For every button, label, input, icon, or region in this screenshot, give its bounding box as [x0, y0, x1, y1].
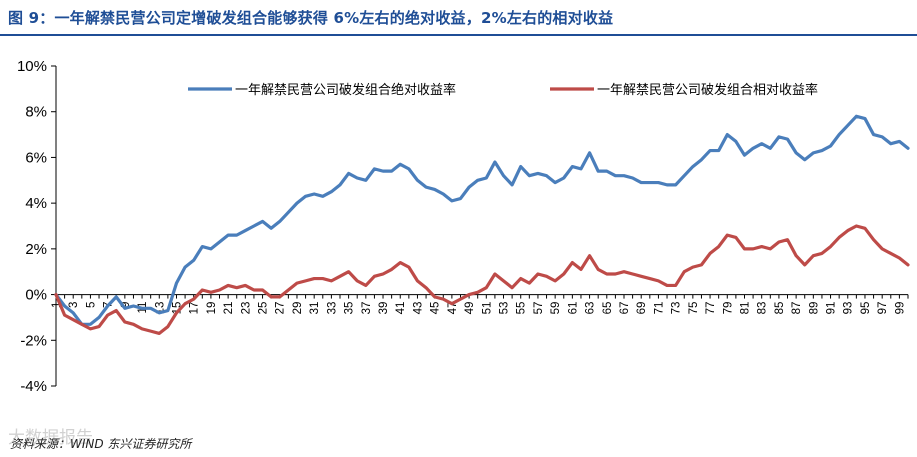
- x-tick-label: 51: [481, 302, 493, 315]
- x-tick-label: 63: [585, 302, 597, 315]
- x-tick-label: 85: [774, 302, 786, 315]
- x-tick-label: 15: [171, 302, 183, 315]
- absolute-return-line: [54, 114, 910, 326]
- x-tick-label: 79: [722, 302, 734, 315]
- x-tick-label: 61: [567, 302, 579, 315]
- chart-title: 图 9：一年解禁民营公司定增破发组合能够获得 6%左右的绝对收益，2%左右的相对…: [8, 9, 614, 27]
- x-tick-label: 45: [430, 302, 442, 315]
- x-tick-label: 29: [292, 302, 304, 315]
- x-tick-label: 19: [206, 302, 218, 315]
- x-tick-label: 69: [636, 302, 648, 315]
- x-tick-label: 75: [688, 302, 700, 315]
- x-tick-label: 91: [826, 302, 838, 315]
- x-tick-label: 41: [395, 302, 407, 315]
- x-tick-label: 21: [223, 302, 235, 315]
- y-axis: -4% -2% 0% 2% 4% 6% 8% 10%: [17, 58, 56, 395]
- y-tick-label: 4%: [25, 195, 47, 212]
- x-tick-label: 99: [894, 302, 906, 315]
- x-tick-label: 31: [309, 302, 321, 315]
- legend: 一年解禁民营公司破发组合绝对收益率 一年解禁民营公司破发组合相对收益率: [188, 82, 818, 98]
- x-tick-label: 71: [653, 302, 665, 315]
- x-tick-label: 81: [739, 302, 751, 315]
- y-tick-label: 0%: [25, 287, 47, 304]
- line-chart: -4%-2%0%2%4%6%8%10% 1 3 5 7 9 11 13 15 17 19 21 23 2…: [17, 58, 910, 395]
- x-tick-label: 25: [258, 302, 270, 315]
- y-tick-label: 8%: [25, 104, 47, 121]
- x-tick-label: 87: [791, 302, 803, 315]
- x-tick-label: 39: [378, 302, 390, 315]
- watermark: 大数据报告: [8, 428, 93, 448]
- x-tick-label: 33: [326, 302, 338, 315]
- x-tick-label: 35: [344, 302, 356, 315]
- relative-return-line: [54, 224, 910, 336]
- x-tick-label: 73: [671, 302, 683, 315]
- x-tick-label: 27: [275, 302, 287, 315]
- x-tick-label: 37: [361, 302, 373, 315]
- x-tick-label: 97: [877, 302, 889, 315]
- x-tick-label: 9: [120, 302, 132, 308]
- x-tick-label: 59: [550, 302, 562, 315]
- x-tick-label: 23: [240, 302, 252, 315]
- axes: [55, 66, 908, 386]
- title-rule: [0, 34, 917, 36]
- x-tick-label: 43: [412, 302, 424, 315]
- source-note: 资料来源：WIND 东兴证券研究所: [10, 437, 192, 451]
- x-tick-label: 5: [85, 302, 97, 308]
- x-tick-label: 67: [619, 302, 631, 315]
- x-tick-label: 1: [51, 302, 63, 308]
- y-tick-label: 10%: [17, 58, 47, 75]
- x-axis: 1 3 5 7 9 11 13 15 17 19 21 23 25 27 29 31 33 35 37 39 41 43 4…: [51, 294, 909, 315]
- x-tick-label: 17: [189, 302, 201, 315]
- x-tick-label: 47: [447, 302, 459, 315]
- y-tick-label: 6%: [25, 149, 47, 166]
- x-tick-label: 49: [464, 302, 476, 315]
- legend-label: 一年解禁民营公司破发组合相对收益率: [597, 82, 818, 98]
- x-tick-label: 93: [843, 302, 855, 315]
- x-tick-label: 83: [757, 302, 769, 315]
- y-tick-label: 2%: [25, 241, 47, 258]
- x-tick-label: 55: [516, 302, 528, 315]
- y-tick-label: -2%: [20, 332, 47, 349]
- series-lines: [54, 114, 910, 336]
- x-tick-label: 89: [808, 302, 820, 315]
- x-tick-label: 53: [499, 302, 511, 315]
- x-tick-label: 77: [705, 302, 717, 315]
- x-tick-label: 57: [533, 302, 545, 315]
- legend-label: 一年解禁民营公司破发组合绝对收益率: [235, 82, 456, 98]
- x-tick-label: 95: [860, 302, 872, 315]
- y-tick-label: -4%: [20, 378, 47, 395]
- x-tick-label: 3: [68, 302, 80, 308]
- x-tick-label: 65: [602, 302, 614, 315]
